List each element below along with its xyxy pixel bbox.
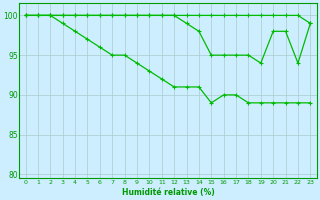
X-axis label: Humidité relative (%): Humidité relative (%) [122, 188, 214, 197]
